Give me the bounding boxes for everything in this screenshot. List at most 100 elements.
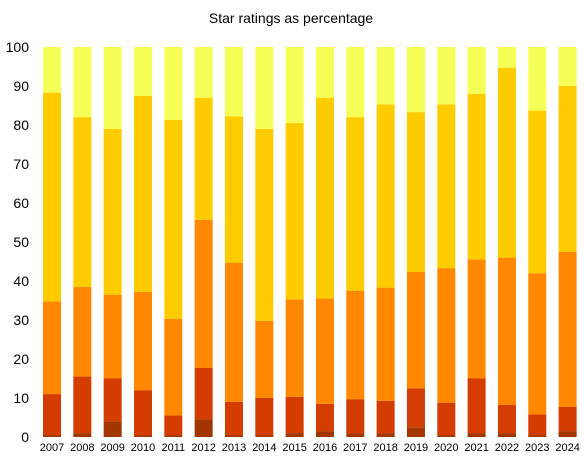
y-tick-label: 50 bbox=[13, 234, 29, 250]
bar-segment-2022-s3 bbox=[497, 67, 516, 258]
y-tick-label: 90 bbox=[13, 78, 29, 94]
bar-segment-2015-s2 bbox=[285, 299, 304, 397]
x-tick-label: 2010 bbox=[131, 442, 155, 454]
bar-segment-2019-s1 bbox=[406, 388, 425, 428]
bar-segment-2007-s2 bbox=[43, 301, 61, 395]
bar-segment-2016-s0 bbox=[315, 431, 334, 437]
x-tick-label: 2020 bbox=[434, 442, 458, 454]
x-tick-label: 2008 bbox=[70, 442, 94, 454]
x-tick-label: 2012 bbox=[191, 442, 215, 454]
bar-segment-2011-s0 bbox=[164, 435, 183, 437]
bar-segment-2020-s2 bbox=[437, 268, 456, 403]
bar-segment-2014-s2 bbox=[255, 320, 274, 398]
x-tick-label: 2022 bbox=[495, 442, 519, 454]
bar-segment-2017-s1 bbox=[346, 399, 365, 434]
x-tick-label: 2013 bbox=[222, 442, 246, 454]
bar-segment-2012-s4 bbox=[194, 47, 213, 98]
bar-segment-2023-s3 bbox=[528, 110, 547, 274]
bar-segment-2013-s0 bbox=[224, 435, 243, 437]
bar-segment-2015-s1 bbox=[285, 396, 304, 434]
bar-segment-2016-s1 bbox=[315, 403, 334, 432]
y-tick-label: 100 bbox=[6, 39, 30, 55]
bar-segment-2015-s3 bbox=[285, 123, 304, 300]
bar-segment-2010-s0 bbox=[133, 435, 152, 437]
bar-segment-2021-s4 bbox=[467, 47, 486, 94]
bar-segment-2009-s0 bbox=[103, 421, 122, 437]
x-tick-label: 2014 bbox=[252, 442, 276, 454]
bar-segment-2008-s3 bbox=[73, 117, 92, 287]
bar-segment-2014-s4 bbox=[255, 47, 274, 129]
bar-segment-2007-s0 bbox=[43, 435, 61, 437]
bar-segment-2022-s0 bbox=[497, 433, 516, 437]
bar-segment-2009-s1 bbox=[103, 378, 122, 422]
bar-segment-2018-s1 bbox=[376, 400, 395, 434]
bar-segment-2019-s0 bbox=[406, 427, 425, 437]
bar-segment-2007-s3 bbox=[43, 92, 61, 302]
bar-segment-2017-s2 bbox=[346, 290, 365, 400]
bar-segment-2011-s2 bbox=[164, 318, 183, 416]
bar-segment-2010-s4 bbox=[133, 47, 152, 96]
x-tick-label: 2018 bbox=[373, 442, 397, 454]
x-tick-label: 2009 bbox=[100, 442, 124, 454]
bar-segment-2013-s4 bbox=[224, 47, 243, 117]
bar-segment-2020-s3 bbox=[437, 104, 456, 269]
bar-segment-2016-s3 bbox=[315, 97, 334, 299]
bar-segment-2015-s0 bbox=[285, 433, 304, 437]
bar-segment-2022-s1 bbox=[497, 405, 516, 434]
bar-segment-2007-s1 bbox=[43, 394, 61, 436]
bar-segment-2008-s4 bbox=[73, 47, 92, 118]
bar-segment-2018-s2 bbox=[376, 287, 395, 401]
bar-segment-2020-s4 bbox=[437, 47, 456, 105]
bar-segment-2017-s3 bbox=[346, 117, 365, 291]
bar-segment-2018-s0 bbox=[376, 433, 395, 437]
y-tick-label: 40 bbox=[13, 273, 29, 289]
y-tick-label: 10 bbox=[13, 390, 29, 406]
x-tick-label: 2017 bbox=[343, 442, 367, 454]
x-tick-label: 2016 bbox=[313, 442, 337, 454]
bar-segment-2018-s4 bbox=[376, 47, 395, 105]
bar-segment-2024-s3 bbox=[558, 86, 577, 252]
bar-segment-2019-s4 bbox=[406, 47, 425, 113]
bar-segment-2023-s0 bbox=[528, 435, 547, 437]
bar-segment-2010-s1 bbox=[133, 390, 152, 436]
x-tick-label: 2024 bbox=[555, 442, 579, 454]
x-axis: 2007 2008 2009 2010 2011 2012 2013 2014 2015 2016… bbox=[40, 442, 580, 454]
bar-segment-2024-s2 bbox=[558, 251, 577, 407]
bar-segment-2021-s1 bbox=[467, 378, 486, 434]
bar-segment-2013-s2 bbox=[224, 262, 243, 402]
bar-segment-2012-s3 bbox=[194, 97, 213, 220]
bar-segment-2016-s2 bbox=[315, 298, 334, 404]
x-tick-label: 2021 bbox=[464, 442, 488, 454]
bar-segment-2011-s3 bbox=[164, 119, 183, 319]
bar-segment-2014-s3 bbox=[255, 128, 274, 321]
bar-segment-2012-s1 bbox=[194, 367, 213, 420]
bar-segment-2010-s3 bbox=[133, 95, 152, 292]
y-tick-label: 0 bbox=[21, 429, 29, 445]
y-axis: 0 10 20 30 40 50 60 70 80 90 100 bbox=[6, 39, 30, 445]
bar-segment-2008-s2 bbox=[73, 286, 92, 377]
bar-segment-2012-s0 bbox=[194, 419, 213, 437]
bar-segment-2013-s3 bbox=[224, 116, 243, 263]
x-tick-label: 2007 bbox=[40, 442, 64, 454]
bar-segment-2020-s1 bbox=[437, 402, 456, 436]
chart-title: Star ratings as percentage bbox=[209, 10, 373, 26]
bar-segment-2016-s4 bbox=[315, 47, 334, 98]
bar-segment-2023-s4 bbox=[528, 47, 547, 111]
bar-segment-2015-s4 bbox=[285, 47, 304, 124]
bar-segment-2013-s1 bbox=[224, 401, 243, 436]
bars-group bbox=[43, 47, 577, 437]
bar-segment-2009-s4 bbox=[103, 47, 122, 129]
bar-segment-2022-s2 bbox=[497, 257, 516, 406]
bar-segment-2014-s1 bbox=[255, 398, 274, 436]
bar-segment-2017-s4 bbox=[346, 47, 365, 118]
x-tick-label: 2011 bbox=[161, 442, 185, 454]
x-tick-label: 2023 bbox=[525, 442, 549, 454]
y-tick-label: 80 bbox=[13, 117, 29, 133]
bar-segment-2011-s4 bbox=[164, 47, 183, 120]
bar-segment-2008-s0 bbox=[73, 433, 92, 437]
bar-segment-2022-s4 bbox=[497, 47, 516, 68]
bar-segment-2019-s2 bbox=[406, 272, 425, 389]
bar-segment-2010-s2 bbox=[133, 291, 152, 391]
bar-segment-2024-s0 bbox=[558, 431, 577, 437]
y-tick-label: 20 bbox=[13, 351, 29, 367]
